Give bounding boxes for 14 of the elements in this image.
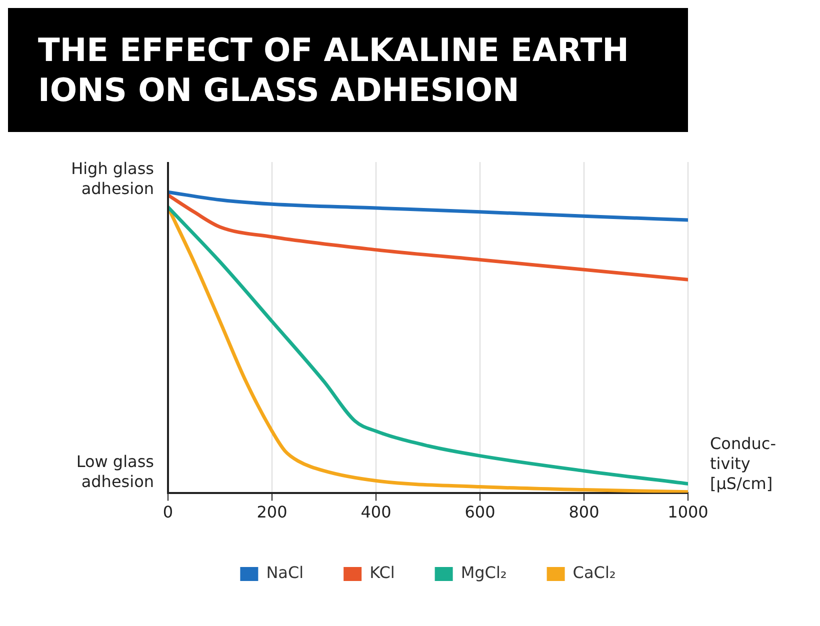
legend-label: CaCl₂ <box>572 563 616 582</box>
x-axis-title: Conduc- tivity [µS/cm] <box>710 434 776 493</box>
x-tick-label: 0 <box>162 502 174 522</box>
text: High glass adhesion <box>71 159 154 198</box>
chart-title: THE EFFECT OF ALKALINE EARTH IONS ON GLASS ADHESION <box>8 8 688 132</box>
text: Low glass adhesion <box>76 452 154 491</box>
x-tick-label: 200 <box>256 502 288 522</box>
legend-label: NaCl <box>266 563 304 582</box>
x-tick-label: 600 <box>464 502 496 522</box>
x-tick-label: 800 <box>568 502 600 522</box>
legend-label: MgCl₂ <box>460 563 507 582</box>
x-tick-label: 1000 <box>668 502 708 522</box>
x-tick-label: 400 <box>360 502 392 522</box>
legend-label: KCl <box>370 563 395 582</box>
